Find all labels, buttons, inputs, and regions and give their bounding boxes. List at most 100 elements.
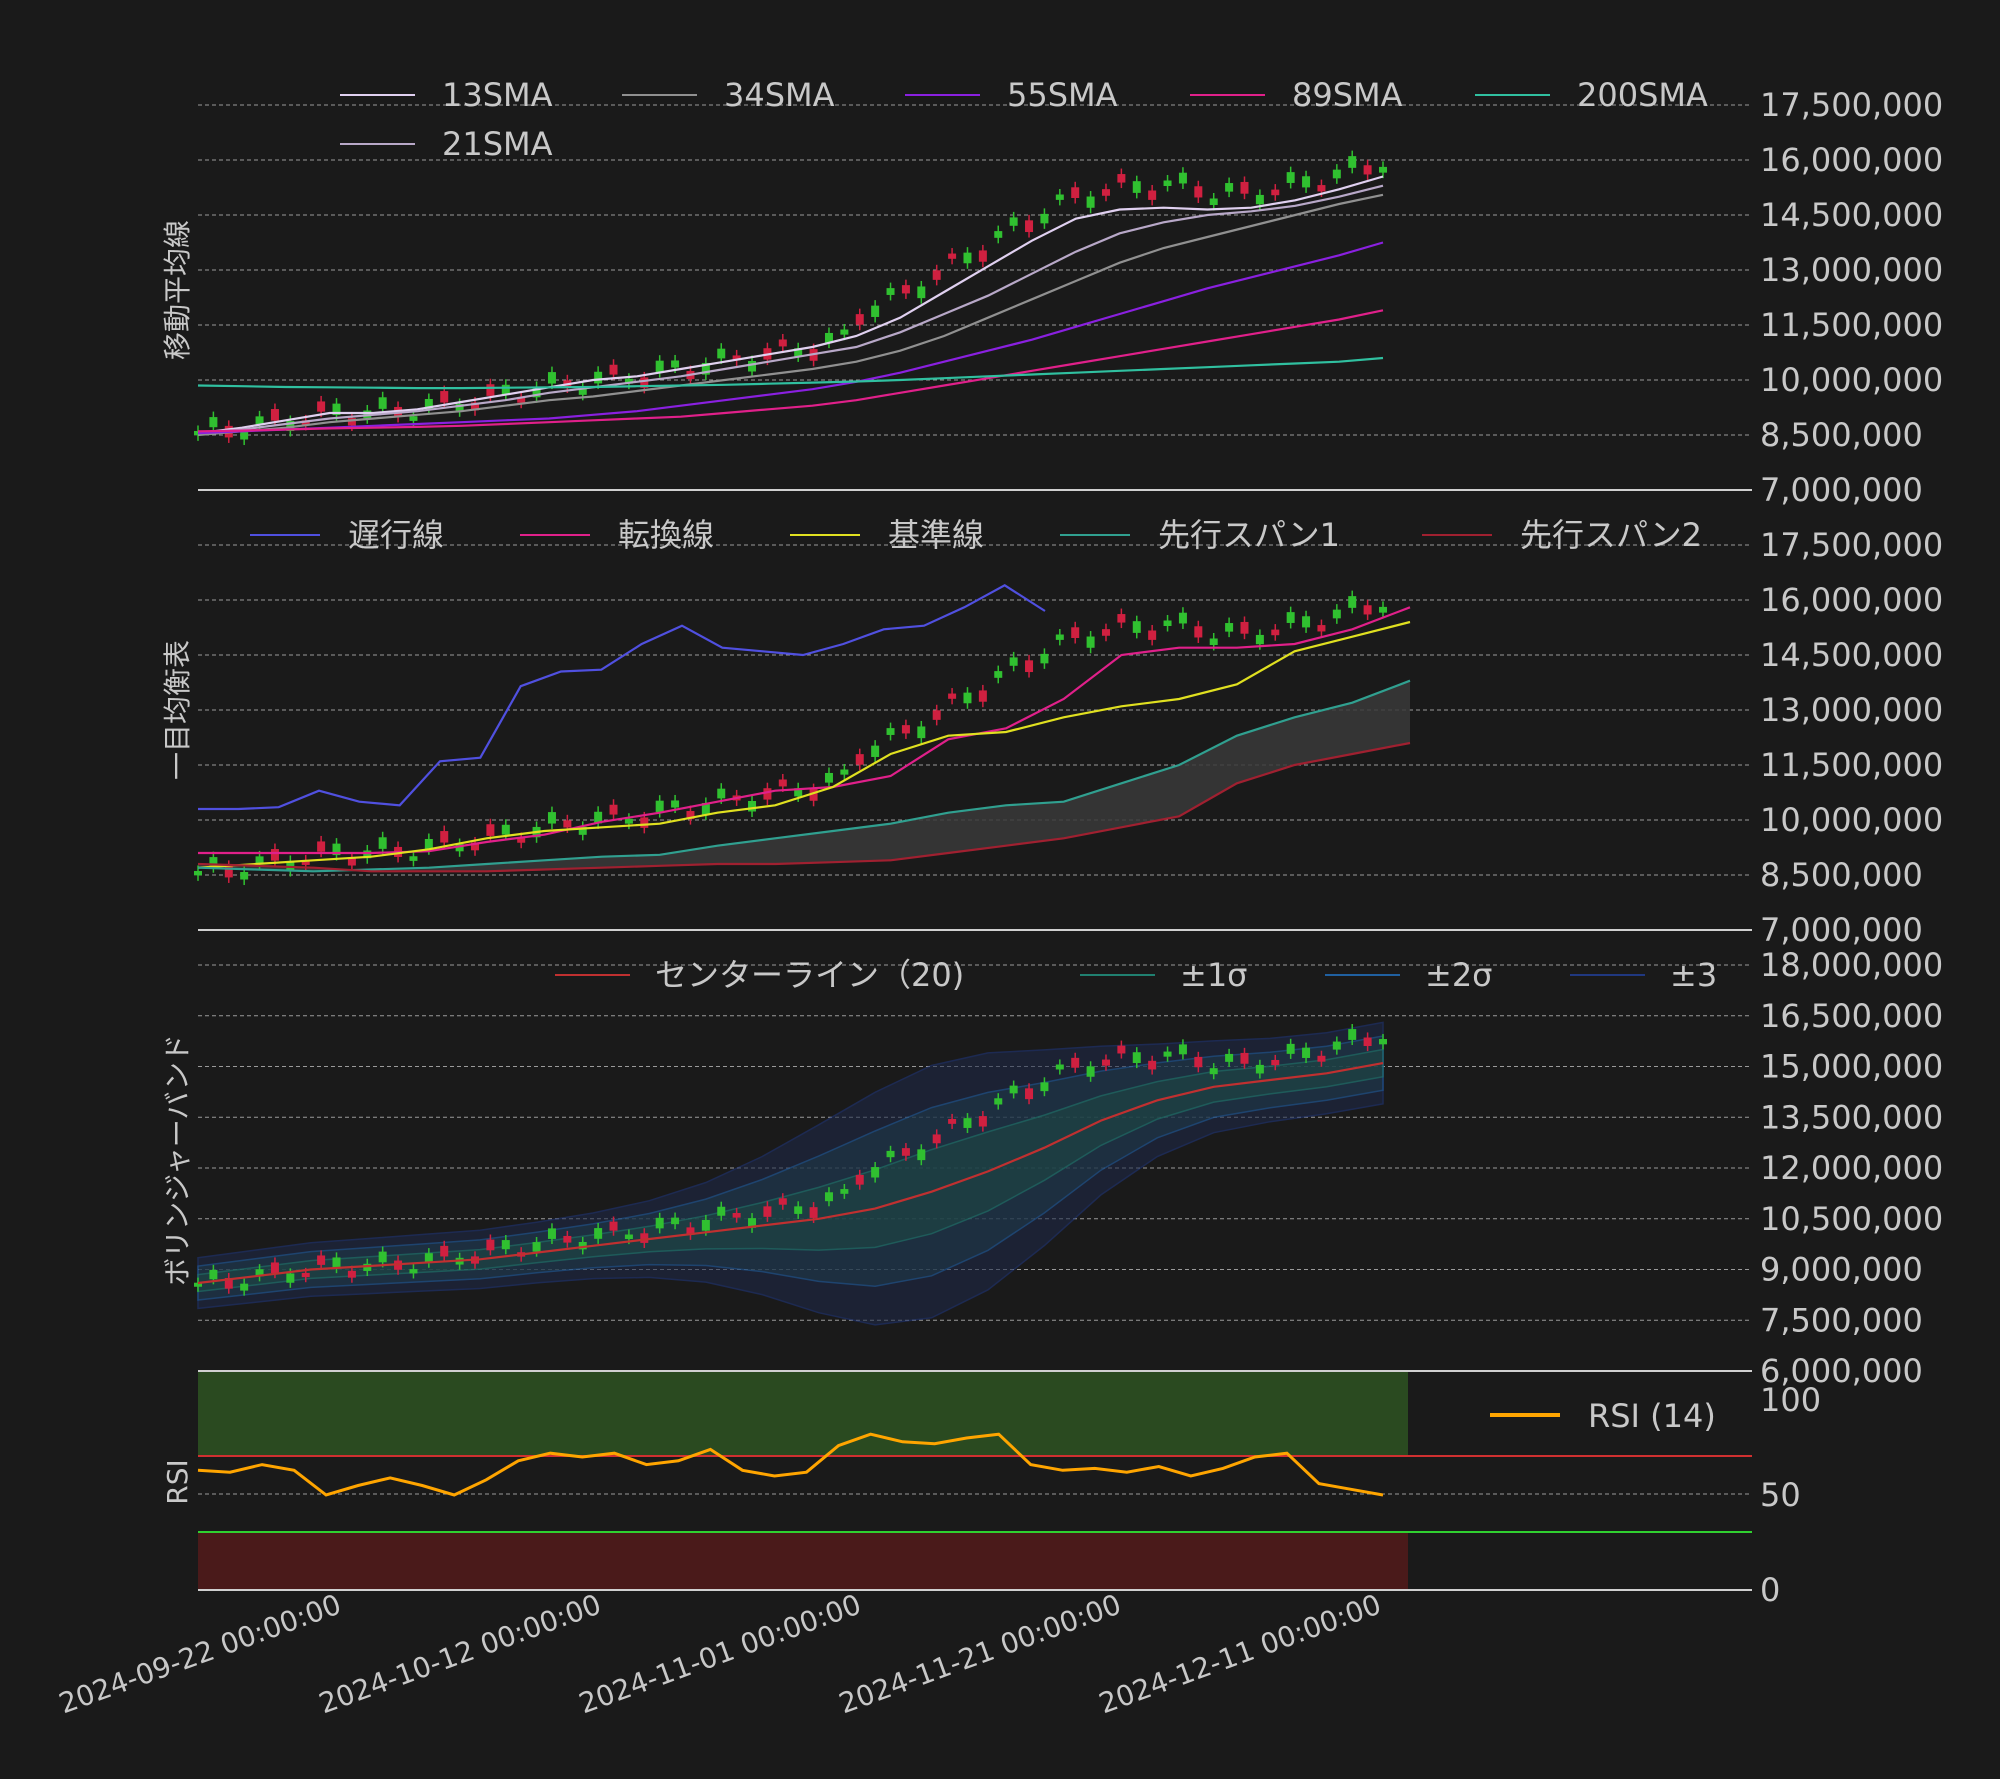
candle-body xyxy=(732,1212,741,1218)
legend-label: 先行スパン1 xyxy=(1158,516,1340,554)
candle-body xyxy=(686,1227,695,1235)
legend-label: ±2σ xyxy=(1425,956,1492,994)
rsi-overbought-zone xyxy=(198,1372,1408,1456)
candle-body xyxy=(1132,621,1141,633)
legend-label: ±1σ xyxy=(1180,956,1247,994)
y-tick-label: 7,000,000 xyxy=(1760,471,1923,509)
candle-body xyxy=(455,403,464,412)
candle-body xyxy=(840,1189,849,1194)
candle-body xyxy=(963,1118,972,1128)
candle-body xyxy=(332,403,341,416)
legend-label: 遅行線 xyxy=(348,516,444,554)
y-tick-label: 100 xyxy=(1760,1381,1821,1419)
candle-body xyxy=(886,1150,895,1158)
candle-body xyxy=(886,728,895,735)
panel-rsi: 100 50 0 RSI RSI (14) xyxy=(161,1372,1821,1609)
legend-label: 34SMA xyxy=(724,76,835,114)
candle-body xyxy=(594,371,603,384)
candle-body xyxy=(501,1240,510,1250)
candle-body xyxy=(917,726,926,739)
candle-body xyxy=(578,826,587,835)
series-line-1 xyxy=(197,184,1384,435)
candle-body xyxy=(655,800,664,813)
y-tick-label: 12,000,000 xyxy=(1760,1149,1943,1187)
candle-body xyxy=(409,416,418,421)
candle-body xyxy=(1071,627,1080,638)
candle-body xyxy=(1025,220,1034,233)
candle-body xyxy=(471,402,480,411)
candle-body xyxy=(855,1174,864,1185)
x-tick-label: 2024-10-12 00:00:00 xyxy=(315,1588,606,1721)
candle-body xyxy=(655,1217,664,1229)
candle-body xyxy=(194,1282,202,1287)
candle-body xyxy=(748,800,757,812)
candle-body xyxy=(1209,638,1218,645)
candle-body xyxy=(686,811,695,820)
candle-body xyxy=(794,788,803,797)
candle-body xyxy=(1317,625,1326,632)
candle-body xyxy=(948,253,957,259)
y-tick-label: 13,000,000 xyxy=(1760,251,1943,289)
candle-body xyxy=(763,788,772,800)
bollinger-band-1 xyxy=(197,1048,1384,1293)
series-line-0 xyxy=(197,175,1384,435)
candle-body xyxy=(532,1242,541,1252)
candle-body xyxy=(286,1273,295,1283)
candle-body xyxy=(547,1228,556,1239)
candle-body xyxy=(1363,605,1372,615)
candle-body xyxy=(701,362,710,375)
legend-label: 89SMA xyxy=(1292,76,1403,114)
candle-body xyxy=(486,824,495,836)
rsi-oversold-zone xyxy=(198,1532,1408,1589)
candle-body xyxy=(978,1116,987,1127)
candle-body xyxy=(332,1257,341,1269)
candle-body xyxy=(486,384,495,396)
candle-body xyxy=(440,391,449,403)
candle-body xyxy=(363,1263,372,1271)
candle-body xyxy=(1055,194,1064,200)
candle-body xyxy=(270,409,279,421)
series-line-2 xyxy=(197,620,1411,869)
candle-body xyxy=(1009,1085,1018,1094)
candle-body xyxy=(578,386,587,395)
candle-body xyxy=(409,856,418,861)
candle-body xyxy=(871,1167,880,1178)
candle-body xyxy=(1178,612,1187,624)
candle-body xyxy=(1255,194,1264,205)
candle-body xyxy=(301,1272,310,1278)
candle-body xyxy=(994,1098,1003,1105)
candle-body xyxy=(501,384,510,395)
candle-body xyxy=(1086,1066,1095,1077)
candle-body xyxy=(1317,185,1326,192)
candle-body xyxy=(1071,1057,1080,1068)
candle-body xyxy=(978,690,987,702)
candle-body xyxy=(794,348,803,357)
candle-body xyxy=(378,397,387,409)
series-line-0 xyxy=(197,1062,1384,1285)
candle-body xyxy=(1009,217,1018,226)
legend-label: センターライン（20) xyxy=(655,956,964,994)
candle-body xyxy=(547,372,556,384)
y-tick-label: 18,000,000 xyxy=(1760,946,1943,984)
candle-body xyxy=(563,820,572,828)
candle-body xyxy=(1225,623,1234,632)
candle-body xyxy=(1255,634,1264,645)
candle-body xyxy=(1363,1037,1372,1047)
candle-body xyxy=(301,860,310,865)
y-tick-label: 16,000,000 xyxy=(1760,141,1943,179)
y-tick-label: 10,500,000 xyxy=(1760,1200,1943,1238)
candle-body xyxy=(824,1192,833,1202)
candle-body xyxy=(1117,614,1126,623)
candle-body xyxy=(424,838,433,850)
candle-body xyxy=(809,1207,818,1218)
candle-body xyxy=(1271,629,1280,636)
candle-body xyxy=(301,420,310,425)
candle-body xyxy=(1302,1047,1311,1058)
candle-body xyxy=(1348,156,1357,168)
candle-body xyxy=(1225,183,1234,192)
candle-body xyxy=(1040,1082,1049,1092)
candle-body xyxy=(1055,634,1064,640)
candle-body xyxy=(732,355,741,361)
candle-body xyxy=(240,432,249,440)
